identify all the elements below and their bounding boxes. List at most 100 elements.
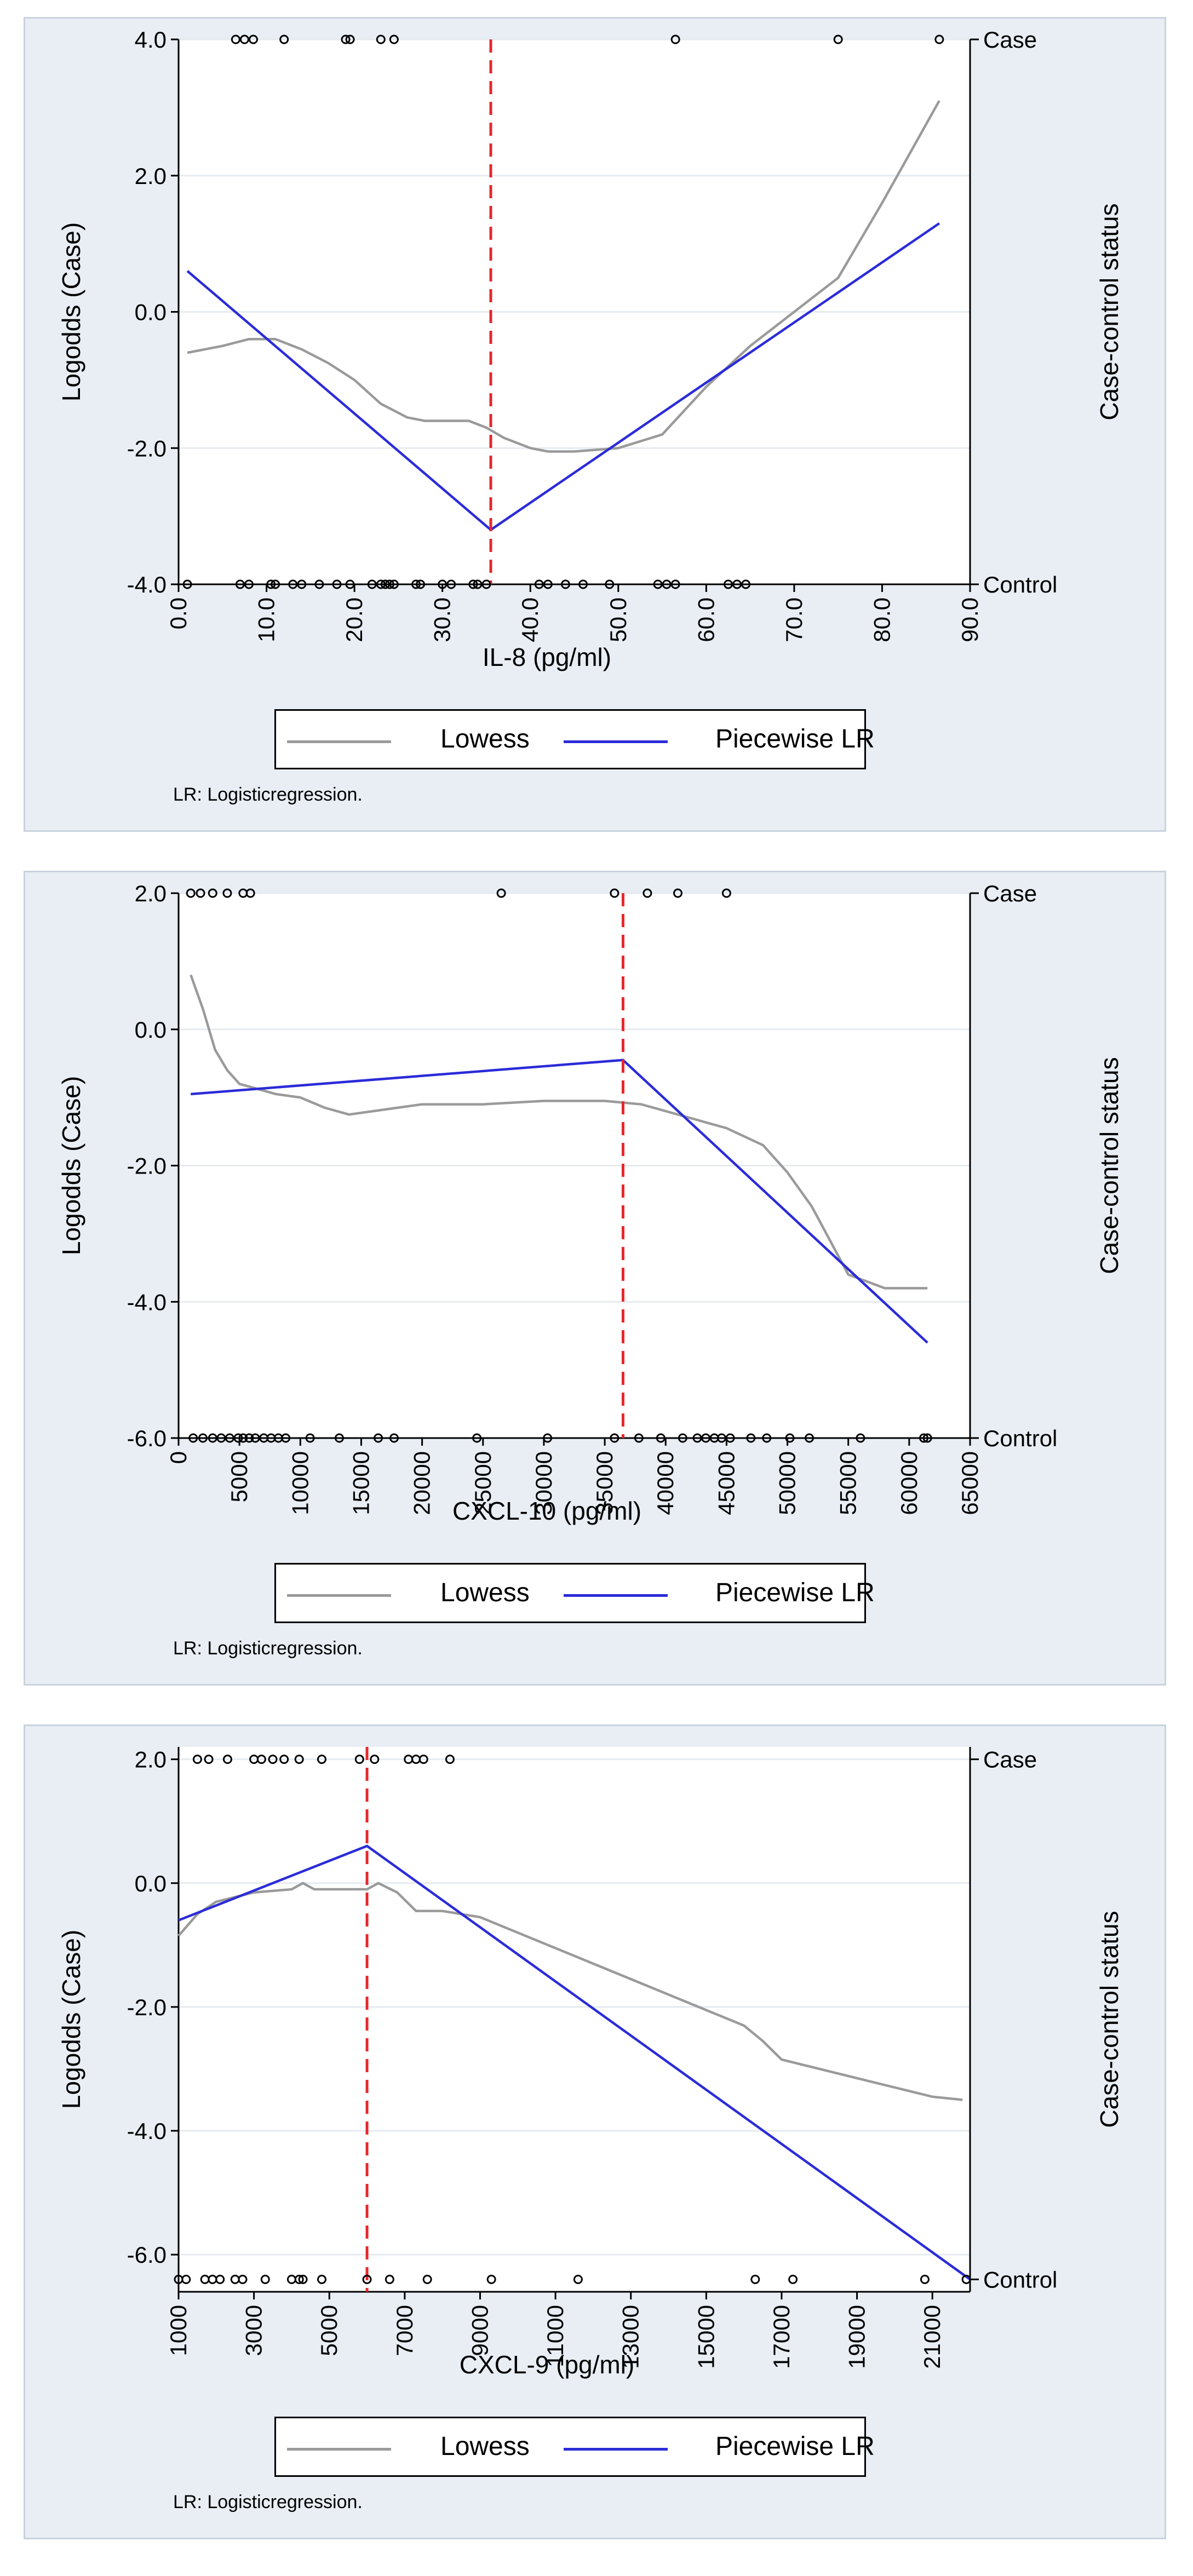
x-tick-label: 20.0 [341, 597, 367, 642]
control-point [345, 579, 355, 589]
control-point [216, 1433, 226, 1443]
footnote-cxcl10: LR: Logisticregression. [173, 1638, 363, 1659]
control-point [716, 1433, 726, 1443]
x-tick-label: 40.0 [517, 597, 543, 642]
x-tick-label: 50.0 [605, 597, 631, 642]
case-point [376, 34, 386, 44]
chart-panel-cxcl9: -6.0 -4.0 -2.0 0.0 2.0 Case Control 1000 3000 500… [24, 1724, 1166, 2539]
y-tick-label: -4.0 [127, 2118, 167, 2144]
case-point [721, 888, 731, 898]
legend-cxcl10: Lowess Piecewise LR [274, 1563, 875, 1623]
right-tick-label: Case [983, 881, 1037, 906]
case-point [279, 1755, 289, 1764]
control-point [662, 579, 672, 589]
lowess-line [177, 1882, 963, 2101]
control-point [281, 1433, 291, 1443]
case-point [643, 888, 652, 898]
legend-il8: Lowess Piecewise LR [274, 709, 875, 769]
y-tick-label: -6.0 [127, 1425, 167, 1451]
x-tick-label: 11000 [542, 2305, 568, 2367]
legend-lowess-line [287, 2448, 391, 2451]
control-point [244, 1433, 254, 1443]
control-point [305, 1433, 315, 1443]
control-point [422, 2274, 432, 2284]
right-tick-label: Control [983, 1425, 1057, 1451]
y-tick-label: -2.0 [127, 1153, 167, 1179]
case-point [192, 1755, 202, 1764]
control-point [334, 1433, 344, 1443]
chart-panel-il8: -4.0 -2.0 0.0 2.0 4.0 Case Control 0.0 10.0 20.0 3… [24, 17, 1166, 832]
x-tick-label: 15000 [693, 2305, 719, 2369]
control-point [481, 579, 491, 589]
y-tick-label: 2.0 [135, 163, 167, 189]
control-point [362, 2274, 372, 2284]
control-point [543, 1433, 553, 1443]
case-point [279, 34, 289, 44]
x-tick-label: 5000 [226, 1451, 252, 1502]
control-point [438, 579, 448, 589]
control-point [225, 1433, 234, 1443]
control-point [750, 2274, 760, 2284]
legend-piecewise-line [564, 1594, 668, 1597]
control-point [271, 579, 280, 589]
piecewise-lr-line [178, 1844, 971, 2281]
control-point [725, 1433, 735, 1443]
control-point [486, 2274, 496, 2284]
x-tick-label: 20000 [409, 1451, 435, 1515]
right-tick-label: Case [983, 27, 1037, 53]
x-tick-label: 13000 [618, 2305, 644, 2369]
y-axis-title-right: Case-control status [1095, 203, 1123, 420]
right-tick-label: Control [983, 2267, 1057, 2292]
y-tick-label: 0.0 [135, 1871, 167, 1896]
x-axis-title: IL-8 (pg/ml) [483, 643, 611, 671]
case-point [354, 1755, 364, 1764]
case-point [345, 34, 355, 44]
lowess-line [190, 974, 928, 1290]
control-point [856, 1433, 865, 1443]
legend-lowess-label: Lowess [440, 725, 530, 754]
case-point [231, 34, 240, 44]
control-point [670, 579, 680, 589]
control-point [788, 2274, 798, 2284]
y-axis-title: Logodds (Case) [57, 1076, 85, 1255]
x-tick-label: 1000 [165, 2305, 191, 2356]
control-point [922, 1433, 932, 1443]
control-point [723, 579, 733, 589]
y-tick-label: 0.0 [135, 300, 167, 325]
control-point [182, 579, 192, 589]
x-tick-label: 17000 [768, 2305, 794, 2369]
control-point [656, 1433, 666, 1443]
case-point [418, 1755, 428, 1764]
control-point [653, 579, 663, 589]
x-tick-label: 7000 [392, 2305, 417, 2356]
case-point [268, 1755, 278, 1764]
case-point [208, 888, 217, 898]
footnote-il8: LR: Logisticregression. [173, 784, 363, 805]
chart-cxcl10: -6.0 -4.0 -2.0 0.0 2.0 Case Control 0 5000 10000 1… [57, 881, 1123, 1525]
x-tick-label: 65000 [957, 1451, 983, 1515]
control-point [389, 1433, 399, 1443]
case-point [610, 888, 620, 898]
x-tick-label: 55000 [835, 1451, 861, 1515]
control-point [385, 2274, 394, 2284]
legend-piecewise-label: Piecewise LR [715, 725, 875, 754]
x-tick-label: 45000 [713, 1451, 739, 1515]
x-tick-label: 50000 [775, 1451, 800, 1515]
legend-lowess-line [287, 740, 391, 743]
x-tick-label: 10000 [287, 1451, 313, 1515]
x-tick-label: 70.0 [781, 597, 807, 642]
case-point [673, 888, 682, 898]
control-point [732, 579, 742, 589]
x-tick-label: 10.0 [254, 597, 279, 642]
control-point [416, 579, 426, 589]
control-point [367, 579, 377, 589]
control-point [920, 2274, 930, 2284]
x-tick-label: 5000 [316, 2305, 342, 2356]
right-tick-label: Control [983, 572, 1057, 597]
control-point [297, 579, 307, 589]
y-tick-label: 0.0 [135, 1017, 167, 1043]
control-point [543, 579, 553, 589]
control-point [198, 1433, 208, 1443]
footnote-cxcl9: LR: Logisticregression. [173, 2492, 363, 2512]
control-point [314, 579, 324, 589]
